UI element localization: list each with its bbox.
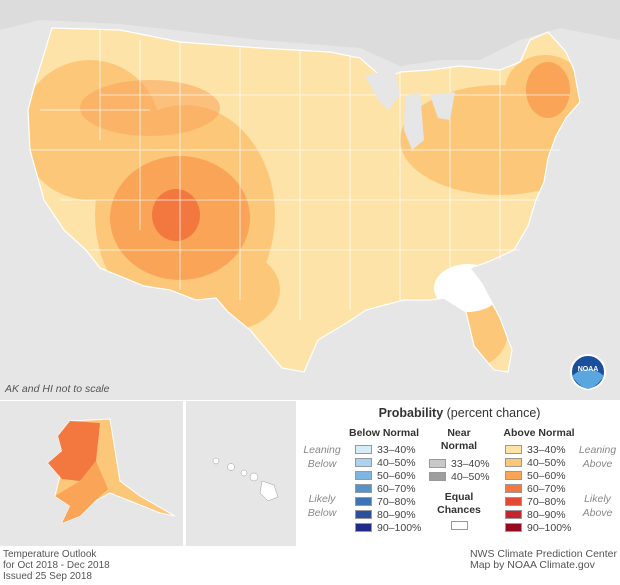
outlook-info: Temperature Outlook for Oct 2018 - Dec 2… <box>3 549 110 582</box>
above-normal-row: 50–60% <box>505 469 566 482</box>
below-normal-swatch <box>355 497 372 506</box>
above-normal-header: Above Normal <box>503 427 575 439</box>
below-normal-swatch <box>355 458 372 467</box>
hawaii-map-graphic <box>186 401 296 546</box>
below-normal-swatch <box>355 510 372 519</box>
conus-map-graphic: NOAA <box>27 27 606 390</box>
equal-chances-label: Equal Chances <box>437 491 481 516</box>
below-normal-row: 90–100% <box>355 521 422 534</box>
above-normal-label: 50–60% <box>527 469 566 482</box>
below-normal-swatch <box>355 445 372 454</box>
credit-info: NWS Climate Prediction Center Map by NOA… <box>470 549 617 571</box>
near-normal-swatch <box>429 459 446 468</box>
below-normal-row: 80–90% <box>355 508 416 521</box>
above-normal-swatch <box>505 497 522 506</box>
below-normal-label: 90–100% <box>377 521 422 534</box>
above-normal-row: 40–50% <box>505 456 566 469</box>
below-normal-swatch <box>355 484 372 493</box>
likely-below-label: Likely Below <box>307 493 337 519</box>
above-normal-row: 90–100% <box>505 521 572 534</box>
near-normal-label: 40–50% <box>451 470 490 483</box>
alaska-map-graphic <box>0 401 183 546</box>
scale-note: AK and HI not to scale <box>5 383 110 395</box>
below-normal-label: 33–40% <box>377 443 416 456</box>
below-normal-header: Below Normal <box>348 427 419 439</box>
above-normal-row: 60–70% <box>505 482 566 495</box>
leaning-below-label: Leaning Below <box>303 444 341 470</box>
near-normal-row: 40–50% <box>429 470 490 483</box>
above-normal-swatch <box>505 484 522 493</box>
below-normal-row: 50–60% <box>355 469 416 482</box>
credit-cpc: NWS Climate Prediction Center <box>469 548 617 560</box>
above-normal-label: 70–80% <box>527 495 566 508</box>
credit-climate-gov: Map by NOAA Climate.gov <box>469 559 595 571</box>
below-normal-row: 33–40% <box>355 443 416 456</box>
noaa-logo: NOAA <box>570 354 606 390</box>
conus-map: NOAA AK and HI not to scale <box>0 0 620 400</box>
legend-title: Probability (percent chance) <box>299 406 620 420</box>
outlook-period: for Oct 2018 - Dec 2018 <box>3 560 110 571</box>
above-normal-row: 70–80% <box>505 495 566 508</box>
above-normal-label: 60–70% <box>527 482 566 495</box>
below-normal-label: 60–70% <box>377 482 416 495</box>
legend: Probability (percent chance) Below Norma… <box>299 401 620 546</box>
above-normal-swatch <box>505 471 522 480</box>
below-normal-label: 50–60% <box>377 469 416 482</box>
below-normal-row: 60–70% <box>355 482 416 495</box>
near-normal-header: Near Normal <box>440 427 478 452</box>
below-normal-label: 40–50% <box>377 456 416 469</box>
likely-above-label: Likely Above <box>582 493 613 519</box>
above-normal-row: 80–90% <box>505 508 566 521</box>
outlook-title: Temperature Outlook <box>3 549 97 560</box>
below-normal-swatch <box>355 471 372 480</box>
below-normal-label: 70–80% <box>377 495 416 508</box>
above-normal-swatch <box>505 523 522 532</box>
above-normal-row: 33–40% <box>505 443 566 456</box>
below-normal-row: 40–50% <box>355 456 416 469</box>
below-normal-swatch <box>355 523 372 532</box>
legend-title-rest: (percent chance) <box>443 406 541 420</box>
above-normal-label: 80–90% <box>527 508 566 521</box>
above-normal-label: 40–50% <box>527 456 566 469</box>
near-normal-label: 33–40% <box>451 457 490 470</box>
above-normal-label: 90–100% <box>527 521 572 534</box>
outlook-issued: Issued 25 Sep 2018 <box>3 571 92 582</box>
above-normal-swatch <box>505 458 522 467</box>
leaning-above-label: Leaning Above <box>578 444 617 470</box>
equal-chances-swatch <box>451 521 468 530</box>
near-normal-swatch <box>429 472 446 481</box>
near-normal-row: 33–40% <box>429 457 490 470</box>
hawaii-inset <box>186 401 296 546</box>
legend-title-bold: Probability <box>378 406 444 420</box>
svg-text:NOAA: NOAA <box>578 366 599 373</box>
below-normal-row: 70–80% <box>355 495 416 508</box>
above-normal-swatch <box>505 510 522 519</box>
below-normal-label: 80–90% <box>377 508 416 521</box>
above-normal-swatch <box>505 445 522 454</box>
above-normal-label: 33–40% <box>527 443 566 456</box>
alaska-inset <box>0 401 183 546</box>
